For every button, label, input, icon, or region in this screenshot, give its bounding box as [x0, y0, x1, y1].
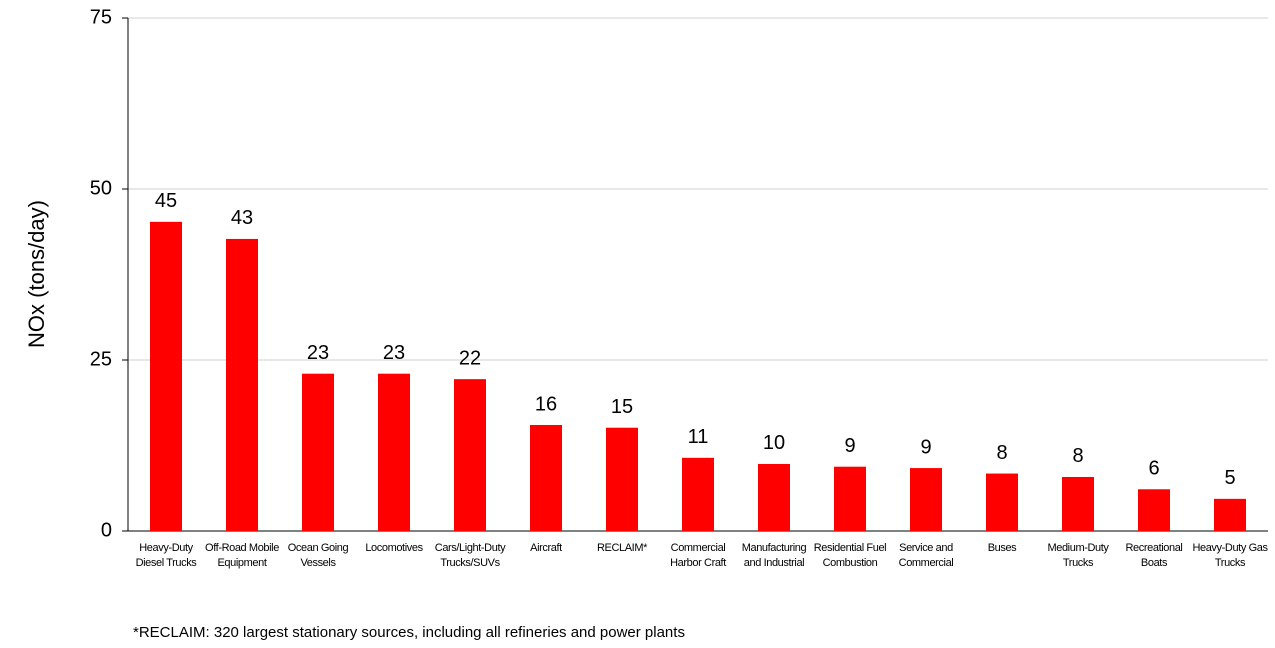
data-label: 10: [763, 432, 785, 454]
data-label: 23: [383, 342, 405, 364]
bar: [606, 427, 638, 531]
x-tick-label: Residential Fuel Combustion: [813, 542, 887, 569]
x-tick-label: Buses: [987, 542, 1017, 554]
y-axis-label: NOx (tons/day): [24, 200, 49, 348]
x-tick-label: Locomotives: [365, 542, 423, 554]
data-label: 43: [231, 207, 253, 229]
x-tick-label: Recreational Boats: [1125, 542, 1183, 569]
x-tick-label: Off-Road Mobile Equipment: [205, 542, 279, 569]
x-tick-label: Cars/Light-Duty Trucks/SUVs: [434, 542, 506, 569]
bar: [530, 424, 562, 531]
bar: [986, 473, 1018, 531]
data-label: 23: [307, 342, 329, 364]
bar: [1062, 476, 1094, 531]
data-label: 6: [1148, 458, 1159, 480]
data-label: 5: [1224, 467, 1235, 489]
y-tick-label: 50: [90, 177, 112, 199]
x-tick-label: Service and Commercial: [898, 542, 954, 569]
x-tick-label: Medium-Duty Trucks: [1047, 542, 1109, 569]
bar: [682, 457, 714, 531]
x-tick-label: Ocean Going Vessels: [287, 542, 349, 569]
bar: [150, 221, 182, 531]
data-label: 8: [996, 442, 1007, 464]
x-tick-label: Heavy-Duty Gas Trucks: [1192, 542, 1268, 569]
data-label: 9: [844, 435, 855, 457]
x-tick-label: Manufacturing and Industrial: [741, 542, 807, 569]
bar: [1214, 498, 1246, 531]
data-label: 16: [535, 393, 557, 415]
y-tick-label: 75: [90, 6, 112, 28]
x-tick-label: RECLAIM*: [597, 542, 647, 554]
footnote: *RECLAIM: 320 largest stationary sources…: [133, 624, 685, 641]
data-label: 22: [459, 347, 481, 369]
bar: [834, 466, 866, 531]
bar: [910, 468, 942, 531]
bar: [378, 373, 410, 531]
data-label: 15: [611, 396, 633, 418]
y-tick-label: 25: [90, 348, 112, 370]
data-label: 11: [688, 426, 709, 448]
x-tick-label: Aircraft: [530, 542, 562, 554]
x-tick-label: Heavy-Duty Diesel Trucks: [135, 542, 197, 569]
bar: [1138, 489, 1170, 531]
data-label: 45: [155, 190, 177, 212]
bar: [758, 463, 790, 531]
bar: [302, 373, 334, 531]
data-label: 9: [920, 436, 931, 458]
bar: [226, 238, 258, 531]
data-label: 8: [1072, 445, 1083, 467]
x-tick-label: Commercial Harbor Craft: [670, 542, 726, 569]
bar: [454, 379, 486, 531]
y-tick-label: 0: [101, 519, 112, 541]
